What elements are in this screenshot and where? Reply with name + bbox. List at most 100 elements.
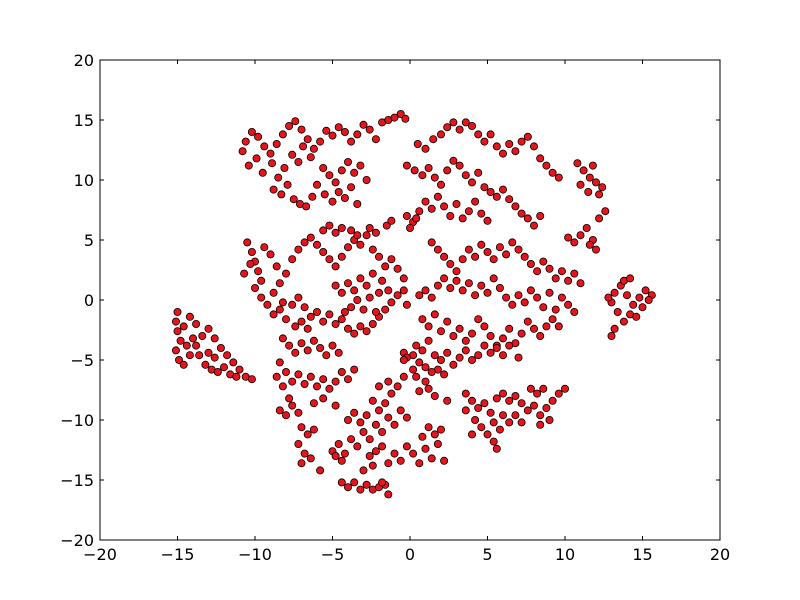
data-point <box>331 262 340 271</box>
data-point <box>421 444 430 453</box>
data-point <box>477 423 486 432</box>
data-point <box>312 382 321 391</box>
x-tick-label: 20 <box>710 545 730 564</box>
data-point <box>328 197 337 206</box>
data-point <box>312 240 321 249</box>
data-point <box>564 233 573 242</box>
data-point <box>343 279 352 288</box>
data-point <box>486 130 495 139</box>
data-point <box>436 327 445 336</box>
data-point <box>443 123 452 132</box>
data-point <box>551 305 560 314</box>
data-point <box>415 387 424 396</box>
data-point <box>343 483 352 492</box>
data-point <box>306 454 315 463</box>
plot-area <box>99 59 721 541</box>
data-point <box>523 132 532 141</box>
data-point <box>502 293 511 302</box>
data-point <box>446 283 455 292</box>
data-point <box>343 324 352 333</box>
data-point <box>241 137 250 146</box>
data-point <box>530 324 539 333</box>
data-point <box>337 223 346 232</box>
data-point <box>629 300 638 309</box>
data-point <box>291 117 300 126</box>
data-point <box>539 384 548 393</box>
data-point <box>340 127 349 136</box>
data-point <box>440 274 449 283</box>
data-point <box>498 411 507 420</box>
data-point <box>474 168 483 177</box>
data-point <box>171 346 180 355</box>
data-point <box>480 399 489 408</box>
data-point <box>517 137 526 146</box>
data-point <box>427 454 436 463</box>
data-point <box>530 221 539 230</box>
data-point <box>467 355 476 364</box>
data-point <box>328 131 337 140</box>
data-point <box>281 315 290 324</box>
x-tick-label: 5 <box>482 545 492 564</box>
data-point <box>396 456 405 465</box>
data-point <box>536 411 545 420</box>
data-point <box>319 394 328 403</box>
data-point <box>399 274 408 283</box>
data-point <box>278 298 287 307</box>
data-point <box>399 372 408 381</box>
data-point <box>285 394 294 403</box>
data-point <box>446 259 455 268</box>
data-point <box>269 288 278 297</box>
data-point <box>492 343 501 352</box>
data-point <box>505 418 514 427</box>
data-point <box>365 435 374 444</box>
data-point <box>288 150 297 159</box>
data-point <box>511 411 520 420</box>
data-point <box>173 307 182 316</box>
data-point <box>319 375 328 384</box>
data-point <box>210 334 219 343</box>
data-point <box>331 451 340 460</box>
data-point <box>584 187 593 196</box>
x-tick-label: 10 <box>555 545 575 564</box>
data-point <box>204 324 213 333</box>
data-point <box>328 341 337 350</box>
data-point <box>319 226 328 235</box>
data-point <box>430 391 439 400</box>
data-point <box>382 221 391 230</box>
data-point <box>322 351 331 360</box>
data-point <box>483 430 492 439</box>
data-point <box>533 293 542 302</box>
data-point <box>331 319 340 328</box>
data-point <box>396 110 405 119</box>
data-point <box>455 161 464 170</box>
data-point <box>489 274 498 283</box>
data-point <box>288 255 297 264</box>
data-point <box>325 171 334 180</box>
data-point <box>483 288 492 297</box>
data-point <box>430 351 439 360</box>
y-tick-label: 15 <box>74 111 94 130</box>
data-point <box>461 336 470 345</box>
data-point <box>266 250 275 259</box>
data-point <box>356 322 365 331</box>
data-point <box>607 331 616 340</box>
data-point <box>247 247 256 256</box>
data-point <box>343 375 352 384</box>
data-point <box>240 269 249 278</box>
data-point <box>260 243 269 252</box>
data-point <box>561 384 570 393</box>
data-point <box>353 130 362 139</box>
data-point <box>274 173 283 182</box>
data-point <box>477 281 486 290</box>
data-point <box>464 279 473 288</box>
data-point <box>216 343 225 352</box>
data-point <box>281 411 290 420</box>
data-point <box>461 118 470 127</box>
data-point <box>505 324 514 333</box>
data-point <box>526 286 535 295</box>
points-layer <box>171 110 656 499</box>
data-point <box>319 317 328 326</box>
data-point <box>520 298 529 307</box>
data-point <box>347 435 356 444</box>
